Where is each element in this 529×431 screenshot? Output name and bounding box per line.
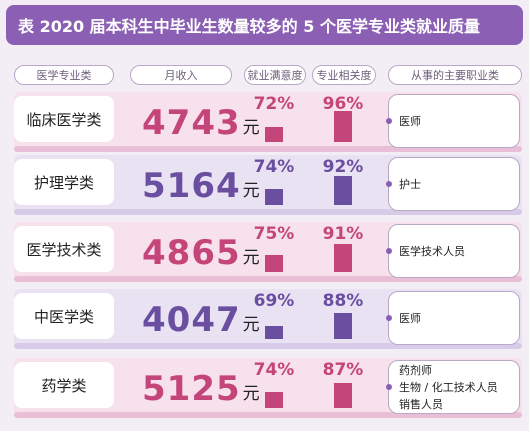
major-name: 医学技术类 xyxy=(14,226,114,272)
table-row: 护理学类 5164 元 74% 92% 护士 xyxy=(14,155,522,215)
income-unit: 元 xyxy=(242,315,260,335)
header-relevance: 专业相关度 xyxy=(312,65,376,85)
satisfaction-percent: 74% xyxy=(253,157,295,177)
income-value: 4865 元 xyxy=(142,228,260,272)
row-stripe xyxy=(14,146,522,152)
income-number: 4047 xyxy=(142,300,241,340)
major-name: 临床医学类 xyxy=(14,96,114,142)
major-name: 护理学类 xyxy=(14,159,114,205)
satisfaction-percent: 74% xyxy=(253,360,295,380)
satisfaction-bar xyxy=(265,188,283,205)
row-stripe xyxy=(14,343,522,349)
income-number: 4865 xyxy=(142,233,241,273)
occupation-item: 药剂师 xyxy=(399,363,432,377)
income-unit: 元 xyxy=(242,248,260,268)
income-value: 4743 元 xyxy=(142,98,260,142)
header-satisfaction: 就业满意度 xyxy=(244,65,306,85)
bullet-dot xyxy=(386,248,392,254)
satisfaction-bar xyxy=(265,326,283,339)
table-row: 中医学类 4047 元 69% 88% 医师 xyxy=(14,289,522,349)
occupation-item: 医师 xyxy=(399,311,421,325)
header-income: 月收入 xyxy=(130,65,232,85)
table-row: 药学类 5125 元 74% 87% 药剂师 生物 / 化工技术人员 销售人员 xyxy=(14,358,522,418)
bullet-dot xyxy=(386,118,392,124)
occupation-item: 销售人员 xyxy=(399,397,443,411)
occupation-box: 护士 xyxy=(386,157,520,211)
relevance-bar xyxy=(334,110,352,142)
income-unit: 元 xyxy=(242,181,260,201)
relevance-percent: 88% xyxy=(322,291,364,311)
occupation-box: 医师 xyxy=(386,94,520,148)
bullet-dot xyxy=(386,315,392,321)
satisfaction-percent: 69% xyxy=(253,291,295,311)
occupation-box: 医师 xyxy=(386,291,520,345)
table-title: 表 2020 届本科生中毕业生数量较多的 5 个医学专业类就业质量 xyxy=(6,5,523,45)
relevance-percent: 87% xyxy=(322,360,364,380)
satisfaction-percent: 72% xyxy=(253,94,295,114)
satisfaction-percent: 75% xyxy=(253,224,295,244)
relevance-bar xyxy=(334,244,352,272)
satisfaction-bar xyxy=(265,127,283,142)
occupation-item: 生物 / 化工技术人员 xyxy=(399,380,498,394)
satisfaction-bar xyxy=(265,255,283,272)
bullet-dot xyxy=(386,384,392,390)
occupation-item: 医学技术人员 xyxy=(399,244,465,258)
income-number: 5125 xyxy=(142,369,241,409)
relevance-bar xyxy=(334,382,352,408)
row-stripe xyxy=(14,276,522,282)
satisfaction-bar xyxy=(265,391,283,408)
row-stripe xyxy=(14,209,522,215)
income-unit: 元 xyxy=(242,384,260,404)
major-name: 中医学类 xyxy=(14,293,114,339)
occupation-item: 医师 xyxy=(399,114,421,128)
table-row: 医学技术类 4865 元 75% 91% 医学技术人员 xyxy=(14,222,522,282)
header-occupation: 从事的主要职业类 xyxy=(388,65,522,85)
header-major: 医学专业类 xyxy=(14,65,114,85)
income-value: 5164 元 xyxy=(142,161,260,205)
relevance-bar xyxy=(334,313,352,339)
income-number: 5164 xyxy=(142,166,241,206)
relevance-bar xyxy=(334,176,352,205)
occupation-box: 医学技术人员 xyxy=(386,224,520,278)
relevance-percent: 92% xyxy=(322,157,364,177)
income-value: 4047 元 xyxy=(142,295,260,339)
major-name: 药学类 xyxy=(14,362,114,408)
income-number: 4743 xyxy=(142,103,241,143)
occupation-box: 药剂师生物 / 化工技术人员 销售人员 xyxy=(386,360,520,414)
row-stripe xyxy=(14,412,522,418)
occupation-item: 护士 xyxy=(399,177,421,191)
relevance-percent: 96% xyxy=(322,94,364,114)
relevance-percent: 91% xyxy=(322,224,364,244)
table-row: 临床医学类 4743 元 72% 96% 医师 xyxy=(14,92,522,152)
income-unit: 元 xyxy=(242,118,260,138)
income-value: 5125 元 xyxy=(142,364,260,408)
bullet-dot xyxy=(386,181,392,187)
